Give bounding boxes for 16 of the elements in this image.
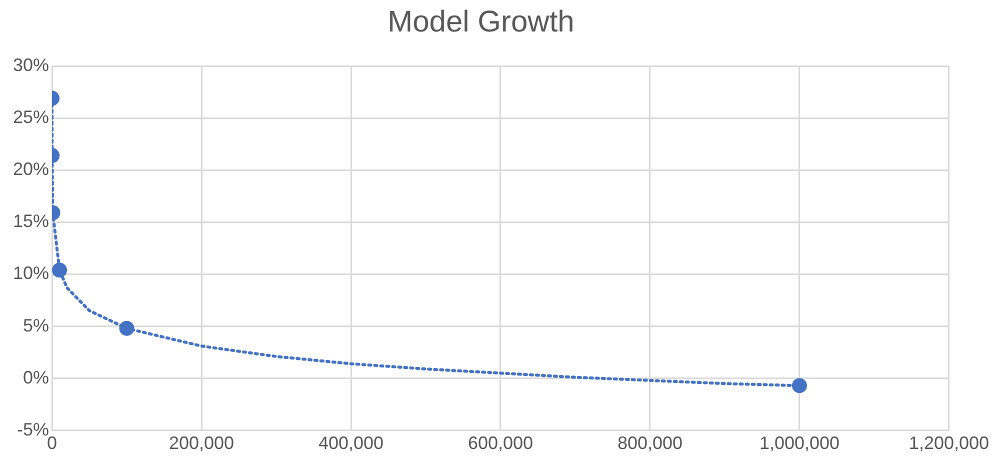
y-tick-label: 30%: [12, 54, 50, 75]
y-tick-label: 25%: [12, 107, 50, 128]
y-tick-label: 0%: [23, 367, 50, 388]
x-tick-label: 600,000: [468, 433, 534, 454]
y-tick-label: 10%: [12, 263, 50, 284]
x-tick-label: 1,200,000: [908, 433, 989, 454]
x-tick-label: 0: [47, 433, 58, 454]
x-tick-label: 1,000,000: [759, 433, 840, 454]
y-tick-label: 20%: [12, 159, 50, 180]
y-tick-label: 15%: [12, 211, 50, 232]
chart-title: Model Growth: [388, 5, 574, 38]
x-tick-label: 200,000: [168, 433, 234, 454]
y-tick-label: -5%: [17, 419, 50, 440]
x-tick-label: 400,000: [318, 433, 384, 454]
x-tick-label: 800,000: [617, 433, 683, 454]
y-tick-label: 5%: [23, 315, 50, 336]
